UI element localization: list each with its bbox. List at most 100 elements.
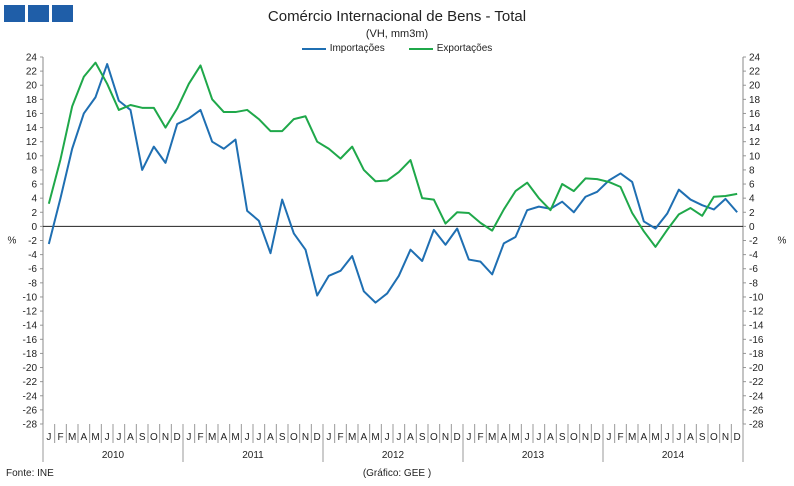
- y-tick-label-left: -8: [28, 278, 37, 289]
- x-tick-label-month: A: [80, 432, 87, 443]
- source-note: Fonte: INE: [6, 468, 54, 479]
- x-tick-label-month: F: [477, 432, 483, 443]
- y-tick-label-right: -2: [749, 236, 758, 247]
- chart-legend: Importações Exportações: [0, 43, 794, 54]
- y-tick-label-left: -4: [28, 250, 37, 261]
- x-tick-label-month: S: [139, 432, 146, 443]
- gee-logo: [4, 5, 73, 22]
- y-tick-label-right: 12: [749, 137, 761, 148]
- x-tick-label-month: D: [594, 432, 601, 443]
- y-tick-label-right: -22: [749, 377, 764, 388]
- x-tick-label-year: 2013: [522, 450, 545, 461]
- y-tick-label-right: 20: [749, 81, 761, 92]
- chart-title: Comércio Internacional de Bens - Total: [267, 8, 527, 25]
- x-tick-label-month: J: [46, 432, 51, 443]
- y-tick-label-right: 8: [749, 165, 755, 176]
- y-tick-label-left: 4: [31, 194, 37, 205]
- x-tick-label-month: J: [536, 432, 541, 443]
- x-tick-label-month: J: [245, 432, 250, 443]
- y-tick-label-right: -16: [749, 335, 764, 346]
- x-tick-label-month: O: [430, 432, 438, 443]
- y-tick-label-right: 22: [749, 67, 761, 78]
- x-tick-label-month: M: [231, 432, 239, 443]
- x-tick-label-month: A: [220, 432, 227, 443]
- x-tick-label-month: M: [628, 432, 636, 443]
- x-tick-label-year: 2010: [102, 450, 125, 461]
- x-tick-label-month: J: [466, 432, 471, 443]
- x-tick-label-month: M: [488, 432, 496, 443]
- x-tick-label-month: M: [68, 432, 76, 443]
- y-tick-label-right: -26: [749, 405, 764, 416]
- y-tick-label-left: -14: [23, 321, 38, 332]
- y-tick-label-left: 22: [26, 67, 38, 78]
- x-tick-label-month: J: [396, 432, 401, 443]
- y-unit-label-left: %: [8, 235, 17, 246]
- x-tick-label-month: J: [385, 432, 390, 443]
- x-tick-label-month: J: [676, 432, 681, 443]
- x-tick-label-month: D: [454, 432, 461, 443]
- x-tick-label-month: M: [651, 432, 659, 443]
- x-tick-label-month: F: [57, 432, 63, 443]
- y-tick-label-right: -6: [749, 264, 758, 275]
- y-tick-label-left: 6: [31, 180, 37, 191]
- y-tick-label-right: 0: [749, 222, 755, 233]
- y-tick-label-right: -14: [749, 321, 764, 332]
- legend-item-importacoes: Importações: [301, 43, 385, 54]
- y-tick-label-left: 16: [26, 109, 38, 120]
- y-tick-label-right: -8: [749, 278, 758, 289]
- series-line-exportacoes: [47, 61, 738, 248]
- x-tick-label-month: O: [710, 432, 718, 443]
- x-tick-label-month: N: [302, 432, 309, 443]
- y-tick-label-right: -24: [749, 391, 764, 402]
- y-tick-label-left: 0: [31, 222, 37, 233]
- y-tick-label-right: 18: [749, 95, 761, 106]
- series-line-importacoes: [47, 63, 738, 304]
- legend-label-exportacoes: Exportações: [436, 43, 493, 54]
- y-tick-label-left: -18: [23, 349, 38, 360]
- y-tick-label-left: -28: [23, 420, 38, 431]
- y-tick-label-left: -6: [28, 264, 37, 275]
- y-tick-label-left: -20: [23, 363, 38, 374]
- x-tick-label-month: D: [734, 432, 741, 443]
- y-tick-label-right: -28: [749, 420, 764, 431]
- x-tick-label-month: J: [665, 432, 670, 443]
- x-tick-label-year: 2014: [662, 450, 685, 461]
- y-tick-label-left: -24: [23, 391, 38, 402]
- logo-block-2: [28, 5, 49, 22]
- x-tick-label-month: A: [547, 432, 554, 443]
- y-tick-label-left: -2: [28, 236, 37, 247]
- y-tick-label-left: -26: [23, 405, 38, 416]
- x-tick-label-month: N: [582, 432, 589, 443]
- x-tick-label-month: J: [256, 432, 261, 443]
- x-tick-label-month: N: [722, 432, 729, 443]
- x-tick-label-month: M: [371, 432, 379, 443]
- y-tick-label-left: -22: [23, 377, 38, 388]
- x-tick-label-month: A: [500, 432, 507, 443]
- credit-note: (Gráfico: GEE ): [362, 468, 432, 479]
- x-tick-label-month: O: [150, 432, 158, 443]
- x-tick-label-month: D: [314, 432, 321, 443]
- x-tick-label-month: A: [407, 432, 414, 443]
- x-tick-label-month: N: [442, 432, 449, 443]
- y-tick-label-right: 2: [749, 208, 755, 219]
- x-tick-label-month: N: [162, 432, 169, 443]
- y-tick-label-right: 14: [749, 123, 761, 134]
- chart-subtitle: (VH, mm3m): [365, 28, 429, 40]
- x-tick-label-month: M: [91, 432, 99, 443]
- y-tick-label-right: 16: [749, 109, 761, 120]
- y-tick-label-left: 8: [31, 165, 37, 176]
- y-tick-label-left: 10: [26, 151, 38, 162]
- x-tick-label-month: J: [105, 432, 110, 443]
- x-tick-label-month: A: [360, 432, 367, 443]
- y-tick-label-left: 2: [31, 208, 37, 219]
- y-tick-label-left: 24: [26, 53, 38, 64]
- x-tick-label-month: S: [279, 432, 286, 443]
- x-tick-label-month: M: [511, 432, 519, 443]
- x-tick-label-month: M: [208, 432, 216, 443]
- y-tick-label-right: -12: [749, 307, 764, 318]
- x-tick-label-month: J: [116, 432, 121, 443]
- x-tick-label-month: M: [348, 432, 356, 443]
- y-tick-label-right: 4: [749, 194, 755, 205]
- y-unit-label-right: %: [778, 235, 787, 246]
